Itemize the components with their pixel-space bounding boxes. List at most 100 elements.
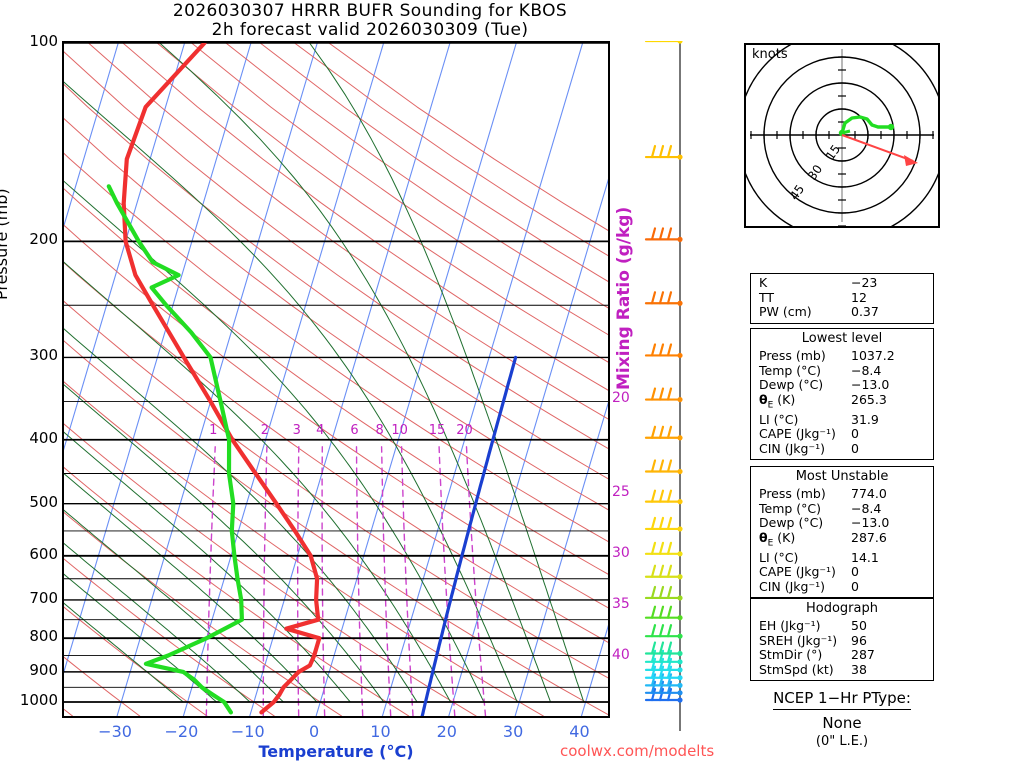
temperature-tick--20: −20 — [164, 722, 199, 741]
lowest-level-header: Lowest level — [801, 331, 883, 346]
basic-index-value: −23 — [851, 275, 878, 290]
temperature-tick-20: 20 — [436, 722, 457, 741]
most-unstable-table: Most Unstable Press (mb) 774.0 Temp (°C) −8.… — [750, 466, 934, 598]
lowest-level-row: LI (°C) 31.9 — [751, 411, 933, 428]
most-unstable-key: θE (K) — [759, 529, 796, 548]
lowest-level-row: CAPE (Jkg⁻¹) 0 — [751, 426, 933, 442]
pressure-tick-700: 700 — [29, 588, 58, 607]
most-unstable-value: 287.6 — [851, 529, 887, 545]
pressure-tick-1000: 1000 — [19, 691, 58, 710]
most-unstable-row: Dewp (°C) −13.0 — [751, 515, 933, 531]
most-unstable-row: Temp (°C) −8.4 — [751, 500, 933, 517]
pressure-tick-900: 900 — [29, 660, 58, 679]
ptype-header: NCEP 1−Hr PType: — [773, 689, 911, 710]
most-unstable-row: CAPE (Jkg⁻¹) 0 — [751, 564, 933, 580]
hodograph-stat-row: StmSpd (kt) 38 — [751, 661, 933, 678]
basic-index-value: 0.37 — [851, 304, 879, 319]
most-unstable-key: CAPE (Jkg⁻¹) — [759, 564, 836, 579]
hodograph-stat-value: 96 — [851, 632, 867, 648]
svg-text:15: 15 — [823, 142, 843, 163]
basic-index-row: TT 12 — [751, 289, 933, 306]
lowest-level-key: Temp (°C) — [759, 362, 822, 378]
most-unstable-value: −13.0 — [851, 515, 890, 530]
watermark: coolwx.com/modelts — [560, 742, 715, 760]
hodograph-stat-value: 38 — [851, 661, 867, 677]
pressure-tick-600: 600 — [29, 544, 58, 563]
mixing-ratio-right-label-35: 35 — [612, 596, 630, 612]
temperature-tick--10: −10 — [230, 722, 265, 741]
lowest-level-row: Dewp (°C) −13.0 — [751, 377, 933, 393]
ptype-value: None — [822, 714, 862, 732]
hodograph-stat-value: 50 — [851, 618, 867, 633]
lowest-level-row: θE (K) 265.3 — [751, 391, 933, 413]
temperature-tick-0: 0 — [309, 722, 320, 741]
title-line-2: 2h forecast valid 2026030309 (Tue) — [211, 20, 529, 40]
lowest-level-table: Lowest level Press (mb) 1037.2 Temp (°C) −8.… — [750, 328, 934, 460]
most-unstable-value: 0 — [851, 578, 859, 594]
lowest-level-key: CIN (Jkg⁻¹) — [759, 440, 825, 456]
lowest-level-key: CAPE (Jkg⁻¹) — [759, 426, 836, 441]
mixing-ratio-right-label-20: 20 — [612, 390, 630, 406]
lowest-level-key: Press (mb) — [759, 348, 826, 363]
skewt-plot-area[interactable] — [62, 41, 610, 718]
basic-index-key: K — [759, 275, 768, 290]
lowest-level-key: LI (°C) — [759, 411, 799, 427]
lowest-level-value: 265.3 — [851, 391, 887, 407]
wind-barb-column — [640, 28, 730, 732]
svg-text:30: 30 — [805, 162, 825, 183]
lowest-level-value: −13.0 — [851, 377, 890, 392]
lowest-level-key: θE (K) — [759, 391, 796, 410]
pressure-tick-300: 300 — [29, 346, 58, 365]
most-unstable-value: 774.0 — [851, 486, 887, 501]
pressure-axis-title: Pressure (mb) — [0, 188, 11, 300]
hodograph-stat-header: Hodograph — [806, 601, 878, 616]
most-unstable-key: Dewp (°C) — [759, 515, 824, 530]
pressure-tick-400: 400 — [29, 428, 58, 447]
mixing-ratio-right-label-40: 40 — [612, 647, 630, 663]
most-unstable-header: Most Unstable — [795, 469, 889, 484]
wind-barbs — [644, 28, 683, 732]
basic-index-row: K −23 — [751, 275, 933, 291]
lowest-level-value: 31.9 — [851, 411, 879, 427]
lowest-level-row: CIN (Jkg⁻¹) 0 — [751, 440, 933, 457]
hodograph-panel[interactable]: 15 30 45 knots — [737, 30, 947, 240]
hodograph-stat-row: SREH (Jkg⁻¹) 96 — [751, 632, 933, 649]
hodograph-stats-table: Hodograph EH (Jkg⁻¹) 50 SREH (Jkg⁻¹) 96 StmDi… — [750, 598, 934, 681]
chart-title: 2026030307 HRRR BUFR Sounding for KBOS 2… — [0, 2, 740, 40]
lowest-level-value: 1037.2 — [851, 348, 895, 363]
most-unstable-key: Press (mb) — [759, 486, 826, 501]
most-unstable-row: CIN (Jkg⁻¹) 0 — [751, 578, 933, 595]
skewt-diagram — [64, 43, 608, 716]
basic-index-key: TT — [759, 289, 775, 305]
lowest-level-row: Press (mb) 1037.2 — [751, 348, 933, 364]
most-unstable-key: Temp (°C) — [759, 500, 822, 516]
basic-index-value: 12 — [851, 289, 867, 305]
pressure-tick-100: 100 — [29, 32, 58, 50]
hodograph-units-label: knots — [752, 47, 788, 62]
basic-index-key: PW (cm) — [759, 304, 812, 319]
title-line-1: 2026030307 HRRR BUFR Sounding for KBOS — [172, 1, 568, 21]
pressure-tick-800: 800 — [29, 627, 58, 646]
lowest-level-key: Dewp (°C) — [759, 377, 824, 392]
svg-text:45: 45 — [787, 182, 807, 203]
hodograph-stat-key: StmSpd (kt) — [759, 661, 834, 677]
hodograph-stat-row: StmDir (°) 287 — [751, 647, 933, 663]
hodograph-stat-value: 287 — [851, 647, 875, 662]
temperature-tick-40: 40 — [569, 722, 590, 741]
hodograph-stat-key: SREH (Jkg⁻¹) — [759, 632, 838, 648]
basic-indices-table: K −23 TT 12 PW (cm) 0.37 — [750, 273, 934, 324]
pressure-axis-labels: 100 200 300 400 500 600 700 800 900 1000 — [0, 32, 58, 718]
pressure-tick-200: 200 — [29, 230, 58, 249]
most-unstable-key: CIN (Jkg⁻¹) — [759, 578, 825, 594]
pressure-tick-500: 500 — [29, 492, 58, 511]
mixing-ratio-right-label-25: 25 — [612, 484, 630, 500]
most-unstable-row: LI (°C) 14.1 — [751, 550, 933, 566]
mixing-ratio-axis-title: Mixing Ratio (g/kg) — [614, 206, 634, 390]
most-unstable-value: 0 — [851, 564, 859, 579]
lowest-level-row: Temp (°C) −8.4 — [751, 362, 933, 379]
most-unstable-row: θE (K) 287.6 — [751, 529, 933, 551]
most-unstable-value: −8.4 — [851, 500, 882, 516]
lowest-level-value: 0 — [851, 440, 859, 456]
temperature-axis-labels: −30 −20 −10 0 10 20 30 40 — [0, 722, 1024, 744]
